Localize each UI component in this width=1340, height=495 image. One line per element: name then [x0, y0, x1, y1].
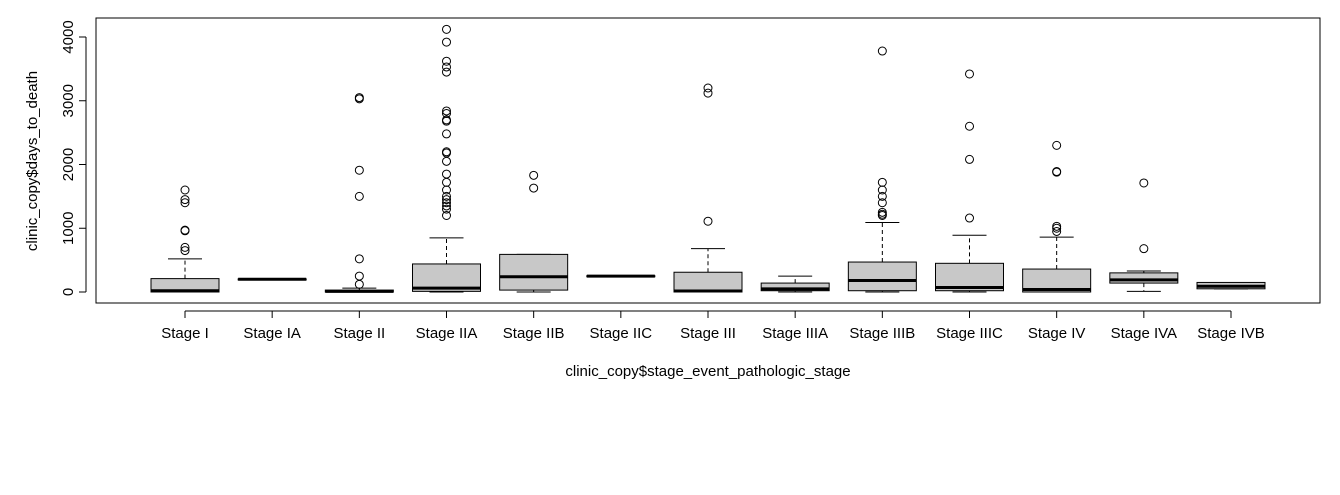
box-stage-ia	[237, 277, 307, 281]
outlier-point	[180, 185, 190, 195]
outlier-point	[354, 93, 364, 103]
y-tick-label: 0	[60, 288, 77, 296]
x-tick-label: Stage III	[680, 325, 736, 342]
outlier-point	[442, 156, 451, 166]
iqr-box	[1022, 268, 1092, 293]
outlier-point	[442, 211, 451, 220]
outlier-point	[354, 254, 364, 264]
outlier-point	[442, 56, 451, 66]
outlier-point	[442, 24, 451, 34]
outlier-point	[965, 213, 974, 223]
x-tick-label: Stage IA	[243, 325, 301, 342]
iqr-box	[499, 253, 569, 291]
outlier-point	[1052, 226, 1062, 236]
box-series	[150, 24, 1266, 293]
outlier-point	[1139, 178, 1149, 188]
x-tick-label: Stage IVA	[1111, 325, 1177, 342]
y-tick-label: 1000	[60, 212, 77, 245]
outlier-point	[442, 129, 451, 139]
box-stage-iiic	[935, 69, 1004, 293]
outlier-point	[180, 242, 190, 252]
outlier-point	[703, 88, 713, 98]
outlier-point	[442, 198, 451, 208]
y-axis-title: clinic_copy$days_to_death	[24, 71, 41, 251]
outlier-point	[180, 246, 190, 256]
outlier-point	[442, 177, 451, 187]
outlier-point	[354, 271, 364, 281]
outlier-point	[180, 198, 190, 208]
outlier-point	[965, 69, 974, 79]
box-stage-ivb	[1196, 281, 1266, 290]
outlier-point	[877, 177, 887, 187]
outlier-point	[1139, 244, 1149, 254]
outlier-point	[703, 216, 713, 226]
outlier-point	[1052, 221, 1062, 231]
box-stage-iiia	[760, 275, 830, 293]
outlier-point	[442, 191, 451, 201]
outlier-point	[703, 83, 713, 93]
x-tick-label: Stage IV	[1028, 325, 1086, 342]
outlier-point	[442, 109, 451, 118]
x-axis-title: clinic_copy$stage_event_pathologic_stage	[565, 363, 850, 380]
outlier-point	[442, 37, 451, 47]
outlier-point	[180, 195, 190, 205]
x-tick-label: Stage II	[333, 325, 385, 342]
x-tick-label: Stage IVB	[1197, 325, 1265, 342]
box-stage-iv	[1022, 140, 1092, 293]
outlier-point	[442, 201, 451, 211]
outlier-point	[965, 154, 974, 164]
outlier-point	[442, 195, 451, 205]
outlier-point	[965, 121, 974, 131]
outlier-point	[354, 165, 364, 175]
outlier-point	[442, 204, 451, 214]
box-stage-iic	[586, 274, 656, 278]
box-stage-i	[150, 185, 220, 293]
outlier-point	[180, 225, 190, 235]
iqr-box	[1109, 272, 1179, 284]
outlier-point	[877, 207, 887, 217]
box-stage-iva	[1109, 178, 1179, 292]
y-tick-label: 3000	[60, 84, 77, 117]
x-tick-label: Stage IIB	[503, 325, 565, 342]
box-stage-iib	[499, 170, 569, 293]
x-tick-label: Stage IIIB	[849, 325, 915, 342]
box-stage-iia	[412, 24, 481, 293]
y-tick-label: 2000	[60, 148, 77, 181]
box-stage-iiib	[847, 46, 917, 293]
iqr-box	[847, 261, 917, 292]
box-stage-ii	[324, 93, 394, 293]
outlier-point	[354, 279, 364, 289]
outlier-point	[1052, 167, 1062, 177]
y-tick-label: 4000	[60, 20, 77, 53]
outlier-point	[442, 147, 451, 157]
x-tick-label: Stage IIC	[590, 325, 653, 342]
outlier-point	[442, 106, 451, 116]
outlier-point	[442, 62, 451, 72]
outlier-point	[529, 183, 539, 193]
outlier-point	[354, 191, 364, 201]
outlier-point	[442, 115, 451, 125]
outlier-point	[529, 170, 539, 180]
outlier-point	[442, 67, 451, 77]
plot-frame	[95, 17, 1321, 304]
box-stage-iii	[673, 83, 743, 293]
y-axis: 0 1000 2000 3000 4000	[60, 20, 87, 296]
iqr-box	[673, 271, 743, 293]
x-tick-label: Stage IIA	[416, 325, 478, 342]
outlier-point	[1052, 140, 1062, 150]
x-tick-label: Stage IIIC	[936, 325, 1003, 342]
x-tick-label: Stage I	[161, 325, 209, 342]
iqr-box	[760, 282, 830, 292]
outlier-point	[442, 169, 451, 179]
outlier-point	[877, 198, 887, 208]
x-tick-label: Stage IIIA	[762, 325, 828, 342]
outlier-point	[877, 191, 887, 201]
x-axis: Stage I Stage IA Stage II Stage IIA Stage II…	[161, 310, 1265, 342]
outlier-point	[877, 46, 887, 56]
